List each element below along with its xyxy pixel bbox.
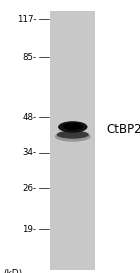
Ellipse shape [58, 121, 88, 133]
Bar [50, 11, 95, 270]
Ellipse shape [55, 131, 91, 142]
Text: 19-: 19- [22, 225, 36, 234]
Text: 26-: 26- [22, 184, 36, 193]
Ellipse shape [63, 123, 83, 130]
Text: 85-: 85- [22, 53, 36, 62]
Text: 117-: 117- [17, 15, 36, 23]
Ellipse shape [57, 130, 89, 139]
Text: 34-: 34- [22, 149, 36, 157]
Text: (kD): (kD) [3, 269, 22, 273]
Text: 48-: 48- [22, 113, 36, 122]
Text: CtBP2: CtBP2 [106, 123, 140, 136]
